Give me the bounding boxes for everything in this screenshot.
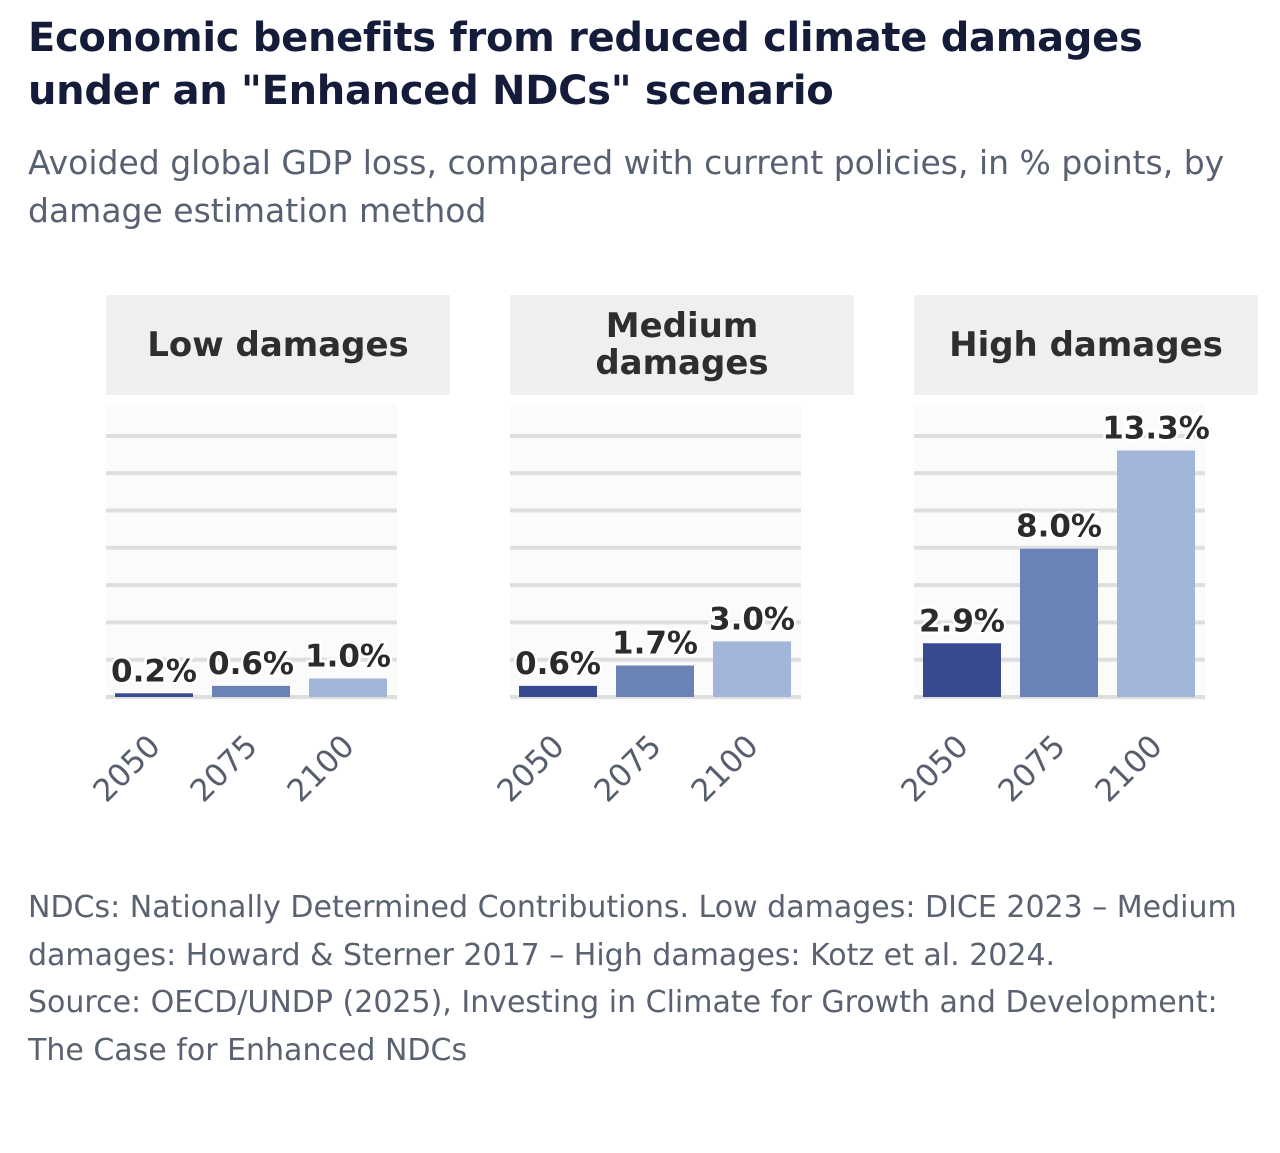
panel-header-medium-damages: Medium damages bbox=[510, 295, 854, 395]
gridline bbox=[510, 657, 801, 662]
panel-medium-damages: 0.6% 2050 1.7% 2075 3.0% 2100 bbox=[490, 404, 801, 809]
x-tick-label: 2100 bbox=[1088, 728, 1169, 809]
source-note: Source: OECD/UNDP (2025), Investing in C… bbox=[28, 985, 1218, 1068]
bar-2075 bbox=[1020, 548, 1098, 697]
bar-2075 bbox=[212, 685, 290, 697]
bar-2050 bbox=[923, 643, 1001, 697]
bar-2050 bbox=[519, 685, 597, 697]
x-tick-label: 2075 bbox=[587, 728, 668, 809]
chart-subtitle: Avoided global GDP loss, compared with c… bbox=[28, 143, 1225, 230]
x-tick-label: 2100 bbox=[684, 728, 765, 809]
gridline bbox=[914, 508, 1205, 513]
x-tick-label: 2075 bbox=[991, 728, 1072, 809]
gridline bbox=[106, 657, 397, 662]
gridline bbox=[914, 545, 1205, 550]
data-label: 0.2% bbox=[111, 653, 197, 689]
chart-title: Economic benefits from reduced climate d… bbox=[28, 15, 1143, 114]
chart-area: 0.2% 2050 0.6% 2075 1.0% 2100 0.6% 2050 1.7% 2075… bbox=[86, 404, 1212, 810]
definitions-note: NDCs: Nationally Determined Contribution… bbox=[28, 890, 1237, 973]
data-label: 0.6% bbox=[515, 646, 601, 682]
data-label: 2.9% bbox=[919, 603, 1005, 639]
x-tick-label: 2050 bbox=[86, 728, 167, 809]
gridline bbox=[510, 471, 801, 476]
bar-2050 bbox=[115, 693, 193, 697]
plot-background bbox=[106, 404, 397, 701]
gridline bbox=[510, 545, 801, 550]
bar-2075 bbox=[616, 665, 694, 697]
data-label: 8.0% bbox=[1016, 509, 1102, 545]
x-tick-label: 2100 bbox=[280, 728, 361, 809]
data-label: 3.0% bbox=[709, 601, 795, 637]
gridline bbox=[510, 433, 801, 438]
x-tick-label: 2075 bbox=[183, 728, 264, 809]
data-label: 1.7% bbox=[612, 625, 698, 661]
gridline bbox=[106, 583, 397, 588]
gridline bbox=[106, 508, 397, 513]
gridline bbox=[106, 545, 397, 550]
gridline bbox=[510, 508, 801, 513]
gridline bbox=[510, 620, 801, 625]
gridline bbox=[914, 471, 1205, 476]
bar-2100 bbox=[1117, 450, 1195, 697]
panel-high-damages: 2.9% 2050 8.0% 2075 13.3% 2100 bbox=[894, 404, 1212, 809]
bar-2100 bbox=[713, 641, 791, 697]
panel-low-damages: 0.2% 2050 0.6% 2075 1.0% 2100 bbox=[86, 404, 397, 809]
gridline bbox=[106, 620, 397, 625]
x-tick-label: 2050 bbox=[490, 728, 571, 809]
x-tick-label: 2050 bbox=[894, 728, 975, 809]
data-label: 1.0% bbox=[305, 638, 391, 674]
gridline bbox=[106, 471, 397, 476]
chart-notes: NDCs: Nationally Determined Contribution… bbox=[28, 884, 1248, 1074]
panel-header-low-damages: Low damages bbox=[106, 295, 450, 395]
bar-2100 bbox=[309, 678, 387, 697]
gridline bbox=[510, 583, 801, 588]
gridline bbox=[914, 433, 1205, 438]
data-label: 0.6% bbox=[208, 646, 294, 682]
data-label: 13.3% bbox=[1102, 411, 1210, 447]
panel-header-high-damages: High damages bbox=[914, 295, 1258, 395]
gridline bbox=[106, 433, 397, 438]
